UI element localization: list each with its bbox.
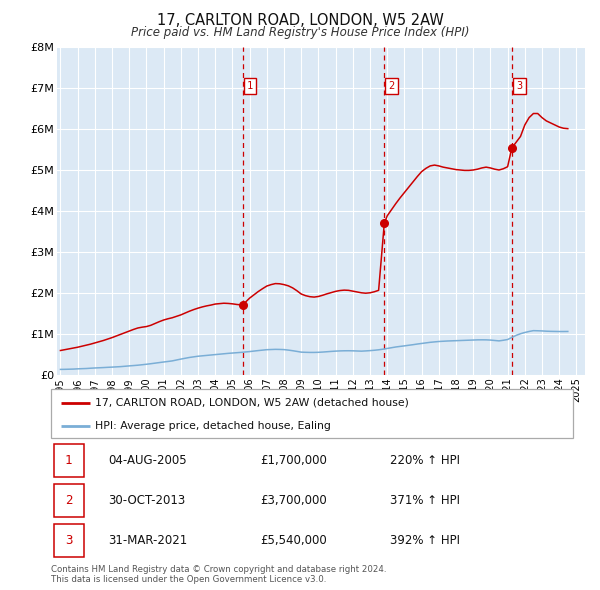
Text: £1,700,000: £1,700,000: [260, 454, 326, 467]
Text: 1: 1: [247, 81, 253, 91]
Text: 220% ↑ HPI: 220% ↑ HPI: [391, 454, 460, 467]
Text: 31-MAR-2021: 31-MAR-2021: [109, 534, 188, 548]
Text: Contains HM Land Registry data © Crown copyright and database right 2024.: Contains HM Land Registry data © Crown c…: [51, 565, 386, 573]
Text: 30-OCT-2013: 30-OCT-2013: [109, 494, 185, 507]
Text: This data is licensed under the Open Government Licence v3.0.: This data is licensed under the Open Gov…: [51, 575, 326, 584]
Text: 371% ↑ HPI: 371% ↑ HPI: [391, 494, 460, 507]
Text: 392% ↑ HPI: 392% ↑ HPI: [391, 534, 460, 548]
Bar: [53, 524, 84, 558]
Text: 1: 1: [65, 454, 73, 467]
Text: 3: 3: [65, 534, 73, 548]
Bar: [53, 444, 84, 477]
Text: 2: 2: [65, 494, 73, 507]
Text: 2: 2: [389, 81, 395, 91]
Text: 17, CARLTON ROAD, LONDON, W5 2AW (detached house): 17, CARLTON ROAD, LONDON, W5 2AW (detach…: [95, 398, 409, 408]
Bar: [53, 484, 84, 517]
Text: 3: 3: [516, 81, 523, 91]
Text: £3,700,000: £3,700,000: [260, 494, 326, 507]
Text: Price paid vs. HM Land Registry's House Price Index (HPI): Price paid vs. HM Land Registry's House …: [131, 26, 469, 39]
Text: 04-AUG-2005: 04-AUG-2005: [109, 454, 187, 467]
Text: £5,540,000: £5,540,000: [260, 534, 326, 548]
Text: HPI: Average price, detached house, Ealing: HPI: Average price, detached house, Eali…: [95, 421, 331, 431]
Text: 17, CARLTON ROAD, LONDON, W5 2AW: 17, CARLTON ROAD, LONDON, W5 2AW: [157, 13, 443, 28]
